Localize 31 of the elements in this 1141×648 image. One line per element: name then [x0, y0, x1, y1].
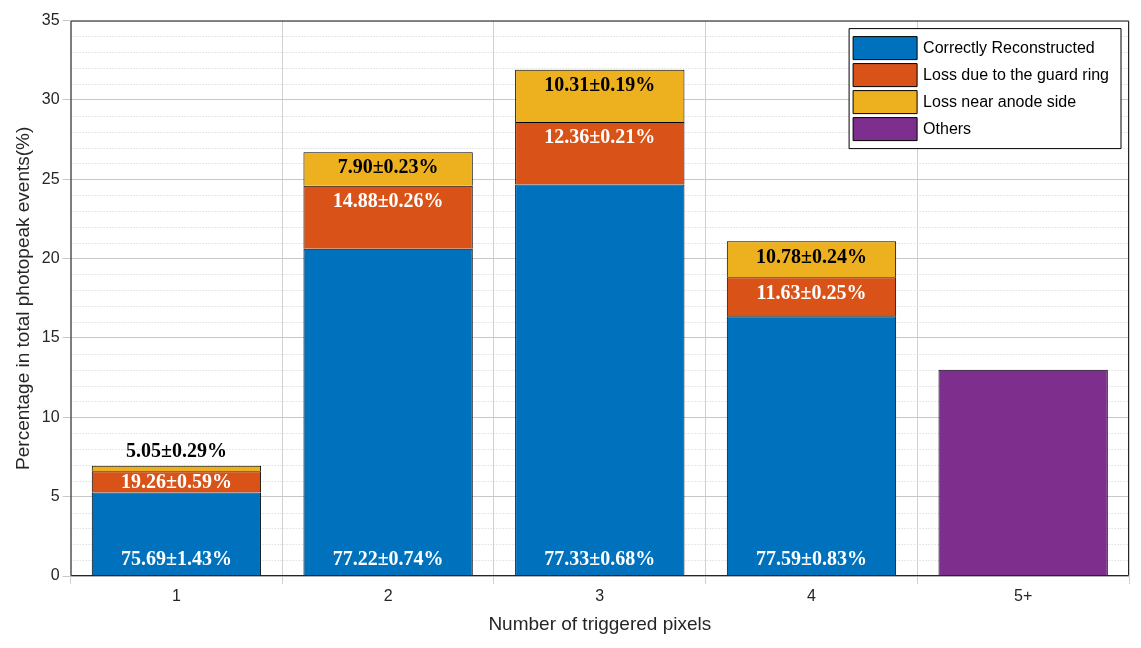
y-tick-label: 35	[41, 11, 60, 29]
y-tick-label: 30	[41, 90, 60, 108]
y-tick-label: 0	[50, 566, 60, 584]
annotation: 11.63±0.25%	[756, 280, 867, 303]
y-axis-title: Percentage in total photopeak events(%)	[11, 126, 33, 470]
x-tick-label: 2	[383, 587, 393, 605]
x-tick-label: 1	[171, 587, 181, 605]
y-tick-label: 20	[41, 249, 60, 267]
x-tick-label: 5+	[1014, 587, 1033, 605]
y-tick-label: 5	[50, 487, 60, 505]
annotation: 19.26±0.59%	[120, 470, 232, 493]
annotation: 75.69±1.43%	[120, 547, 232, 570]
annotation: 10.78±0.24%	[755, 244, 867, 267]
legend-label: Loss near anode side	[923, 92, 1077, 110]
x-tick-label: 3	[595, 587, 605, 605]
legend-label: Correctly Reconstructed	[923, 38, 1095, 56]
y-tick-label: 25	[41, 169, 60, 187]
annotation: 10.31±0.19%	[544, 72, 656, 95]
annotation: 77.59±0.83%	[755, 547, 867, 570]
annotation: 5.05±0.29%	[125, 438, 227, 461]
legend-label: Others	[923, 119, 972, 137]
x-axis-title: Number of triggered pixels	[488, 612, 712, 634]
y-tick-label: 10	[41, 407, 60, 425]
y-tick-label: 15	[41, 328, 60, 346]
legend-label: Loss due to the guard ring	[923, 65, 1109, 83]
x-tick-label: 4	[807, 587, 817, 605]
annotation: 14.88±0.26%	[332, 188, 444, 211]
annotation: 7.90±0.23%	[337, 155, 439, 178]
annotation: 77.33±0.68%	[544, 547, 656, 570]
annotation: 12.36±0.21%	[544, 125, 656, 148]
annotation: 77.22±0.74%	[332, 547, 444, 570]
